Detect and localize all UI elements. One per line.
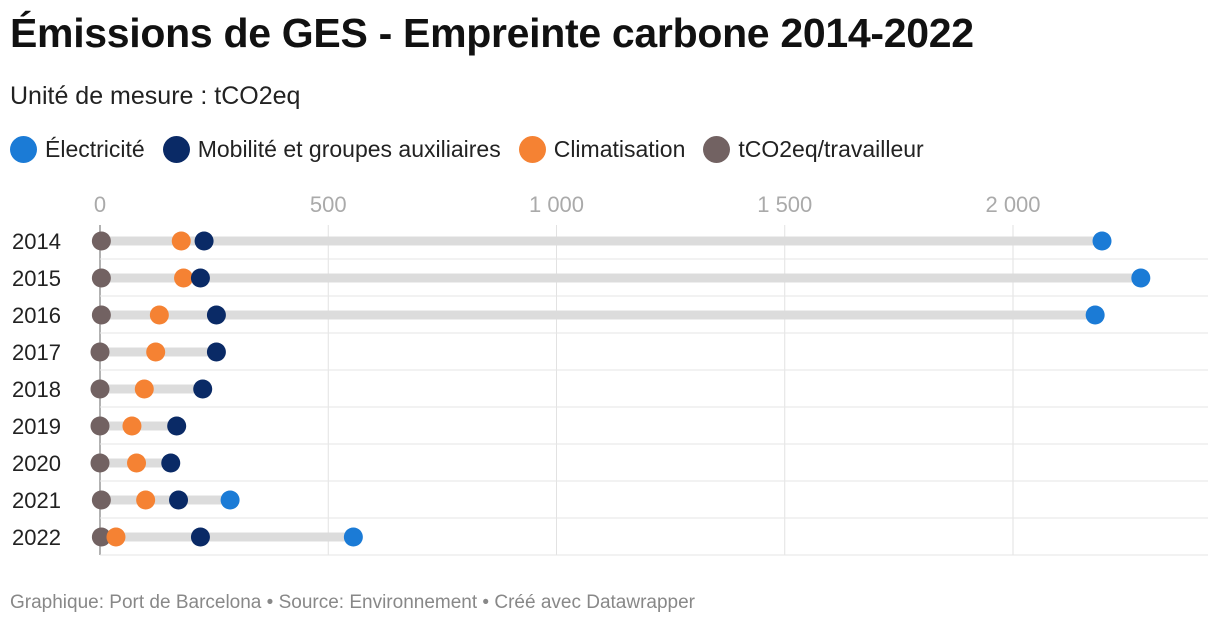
legend-swatch — [162, 136, 190, 163]
row-label-2021: 2021 — [12, 488, 61, 513]
row-label-2019: 2019 — [12, 414, 61, 439]
row-label-2020: 2020 — [12, 451, 61, 476]
dot-climatisation-2022 — [106, 527, 126, 547]
legend-item-electricite: Électricité — [10, 136, 145, 163]
x-tick-label: 1 500 — [757, 192, 812, 217]
legend-item-mobilite: Mobilité et groupes auxiliaires — [162, 136, 501, 163]
row-label-2018: 2018 — [12, 377, 61, 402]
dot-tco2eq-travailleur-2022 — [91, 527, 111, 547]
dot-climatisation-2020 — [127, 453, 147, 473]
dot-climatisation-2017 — [146, 342, 166, 362]
legend: Électricité Mobilité et groupes auxiliai… — [10, 136, 942, 163]
x-tick-label: 500 — [310, 192, 347, 217]
row-label-2022: 2022 — [12, 525, 61, 550]
legend-swatch — [10, 136, 37, 163]
legend-label: tCO2eq/travailleur — [738, 136, 924, 162]
dot-mobilit-et-groupes-auxiliaires-2022 — [190, 527, 210, 547]
dot-mobilit-et-groupes-auxiliaires-2017 — [206, 342, 226, 362]
x-tick-label: 0 — [94, 192, 106, 217]
dot-climatisation-2019 — [122, 416, 142, 436]
dot-tco2eq-travailleur-2018 — [90, 379, 110, 399]
dot--lectricit--2016 — [1085, 305, 1105, 325]
dot-tco2eq-travailleur-2016 — [91, 305, 111, 325]
legend-label: Électricité — [45, 136, 145, 162]
legend-item-climatisation: Climatisation — [518, 136, 686, 163]
dot-tco2eq-travailleur-2021 — [91, 490, 111, 510]
legend-label: Mobilité et groupes auxiliaires — [197, 136, 501, 162]
legend-swatch — [703, 136, 731, 163]
chart-title: Émissions de GES - Empreinte carbone 201… — [10, 10, 974, 56]
row-label-2015: 2015 — [12, 266, 61, 291]
dot-mobilit-et-groupes-auxiliaires-2018 — [193, 379, 213, 399]
dot-mobilit-et-groupes-auxiliaires-2014 — [194, 231, 214, 251]
dot-climatisation-2014 — [171, 231, 191, 251]
dot-tco2eq-travailleur-2014 — [91, 231, 111, 251]
row-label-2014: 2014 — [12, 229, 61, 254]
dot-tco2eq-travailleur-2015 — [91, 268, 111, 288]
dot-climatisation-2016 — [149, 305, 169, 325]
dot-climatisation-2015 — [174, 268, 194, 288]
dot-mobilit-et-groupes-auxiliaires-2015 — [190, 268, 210, 288]
dot--lectricit--2022 — [343, 527, 363, 547]
row-label-2017: 2017 — [12, 340, 61, 365]
dot-mobilit-et-groupes-auxiliaires-2019 — [167, 416, 187, 436]
legend-label: Climatisation — [553, 136, 686, 162]
dot-tco2eq-travailleur-2017 — [90, 342, 110, 362]
dot--lectricit--2014 — [1092, 231, 1112, 251]
x-tick-label: 2 000 — [985, 192, 1040, 217]
dot-mobilit-et-groupes-auxiliaires-2020 — [161, 453, 181, 473]
chart-subtitle: Unité de mesure : tCO2eq — [10, 82, 301, 110]
chart-footer: Graphique: Port de Barcelona • Source: E… — [10, 592, 696, 613]
dot-mobilit-et-groupes-auxiliaires-2021 — [169, 490, 189, 510]
dot-climatisation-2018 — [134, 379, 154, 399]
legend-swatch — [518, 136, 546, 163]
dot-mobilit-et-groupes-auxiliaires-2016 — [206, 305, 226, 325]
dot-climatisation-2021 — [136, 490, 156, 510]
x-tick-label: 1 000 — [529, 192, 584, 217]
dot-tco2eq-travailleur-2019 — [90, 416, 110, 436]
dot--lectricit--2021 — [220, 490, 240, 510]
legend-item-travailleur: tCO2eq/travailleur — [703, 136, 924, 163]
dot--lectricit--2015 — [1131, 268, 1151, 288]
dot-tco2eq-travailleur-2020 — [90, 453, 110, 473]
row-label-2016: 2016 — [12, 303, 61, 328]
